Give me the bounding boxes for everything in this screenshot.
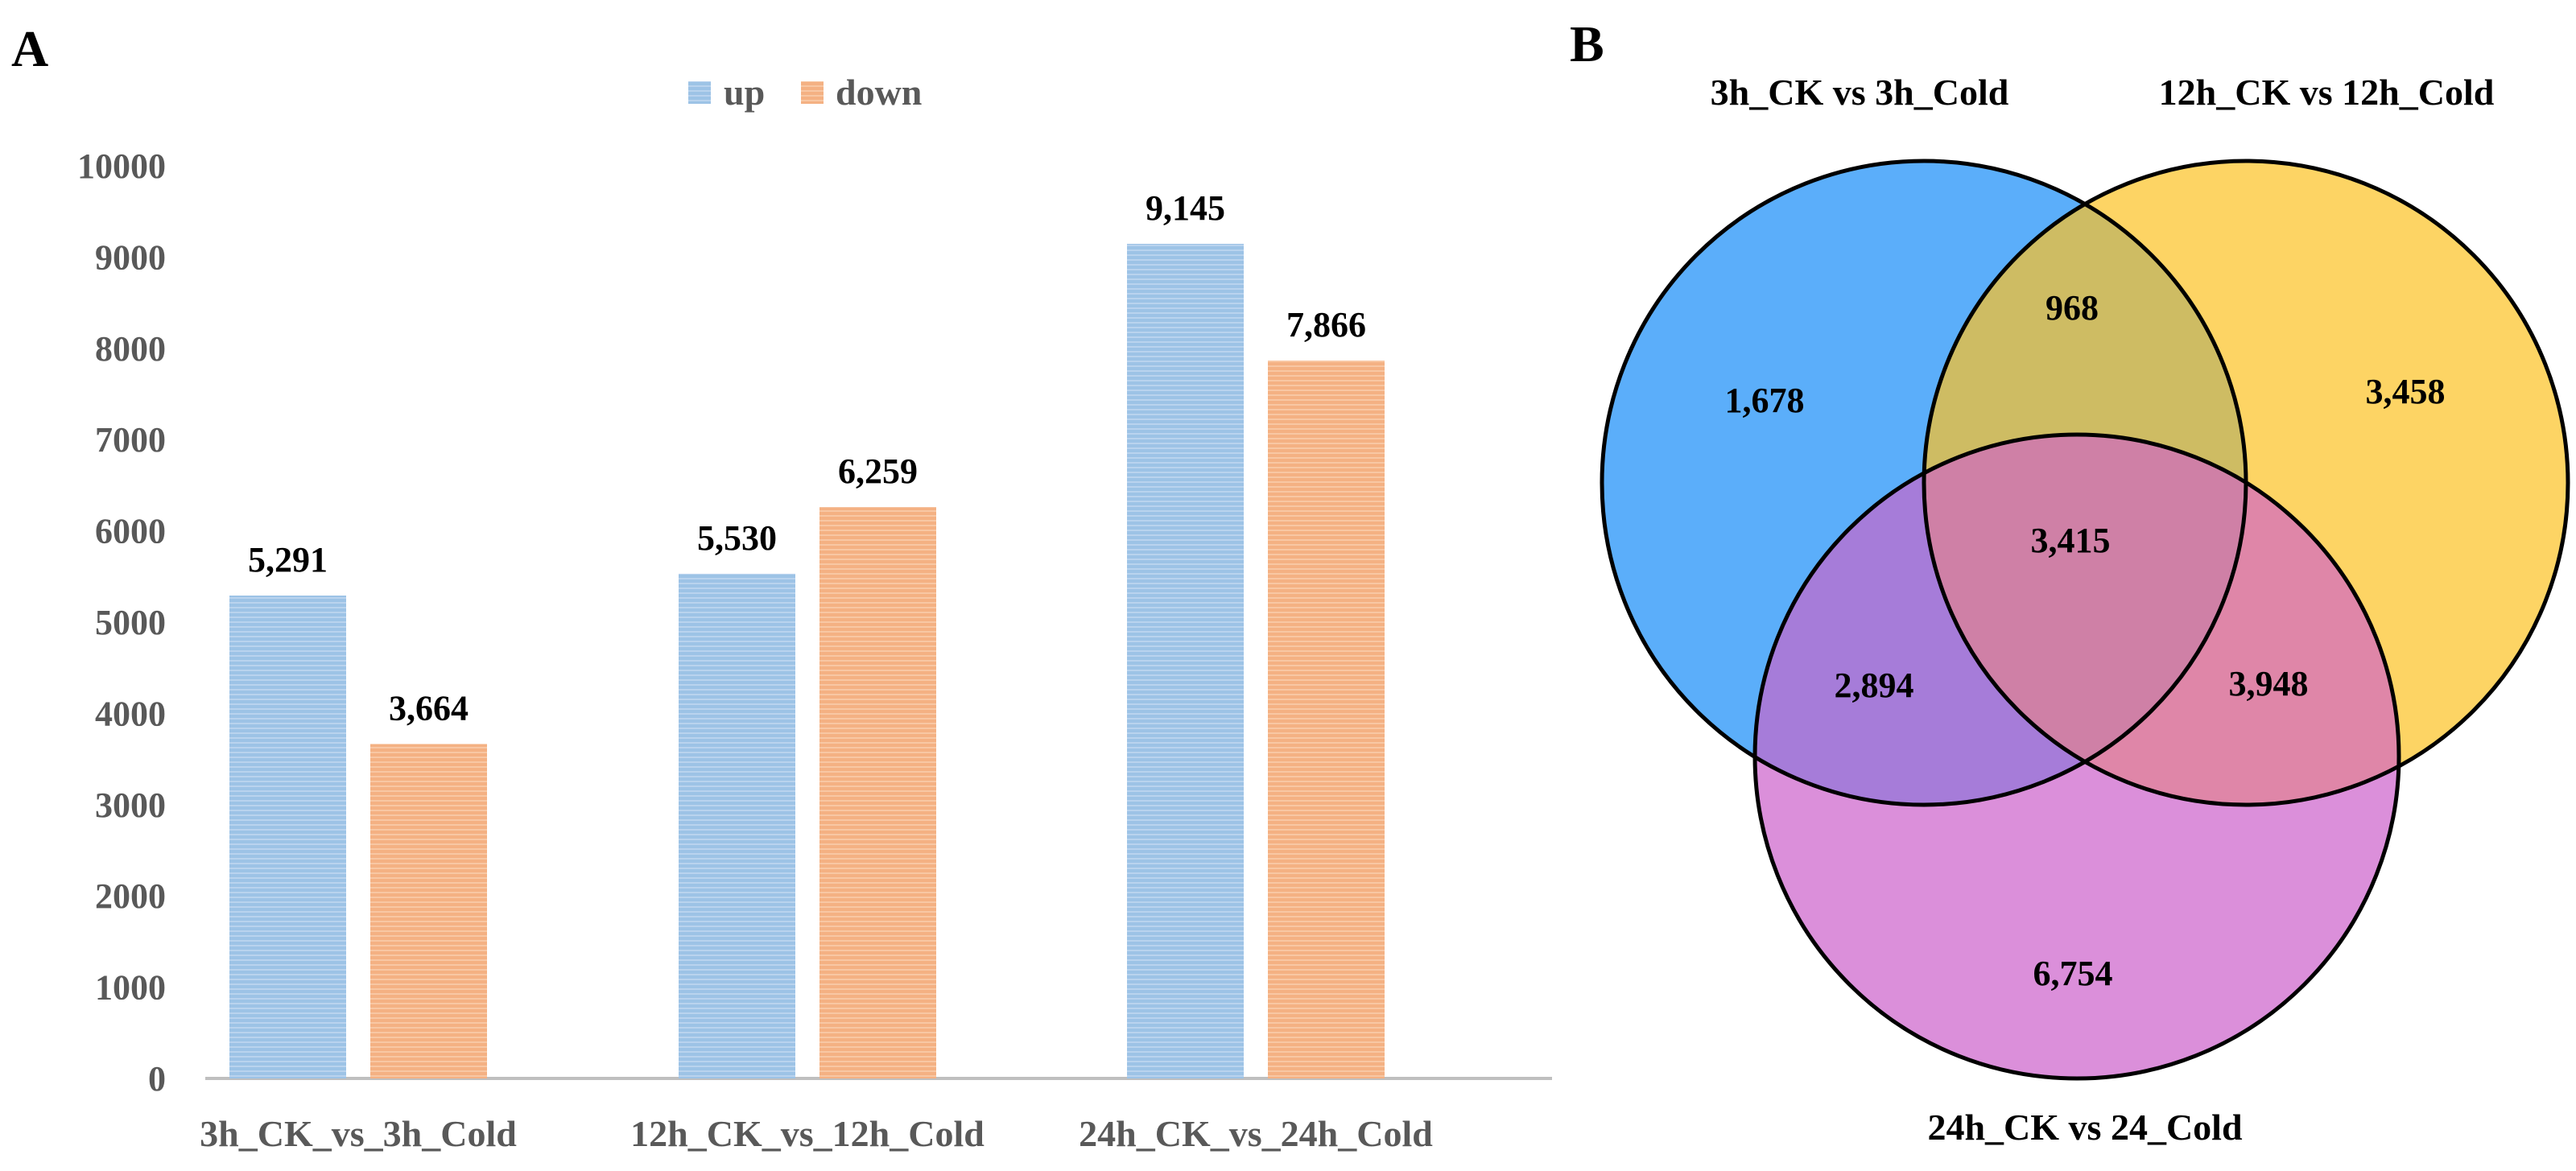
- y-tick-label: 5000: [95, 603, 166, 642]
- y-tick-label: 2000: [95, 876, 166, 916]
- bar-chart: up down 0 1000 2000 3000 4000 5000 6000 7000 800…: [77, 72, 1552, 1154]
- y-tick-label: 10000: [77, 146, 166, 186]
- bar-value-label: 6,259: [838, 451, 918, 491]
- y-tick-label: 7000: [95, 420, 166, 460]
- venn-outline-12h: [1922, 159, 2570, 807]
- venn-set-label-12h: 12h_CK vs 12h_Cold: [2159, 72, 2495, 113]
- venn-count-only-24h: 6,754: [2033, 954, 2113, 993]
- legend: up down: [688, 72, 922, 113]
- bars: [229, 243, 1385, 1078]
- venn-set-label-3h: 3h_CK vs 3h_Cold: [1711, 72, 2009, 113]
- bar-value-label: 5,530: [697, 518, 777, 558]
- legend-label-down: down: [836, 72, 922, 113]
- y-tick-label: 8000: [95, 329, 166, 369]
- venn-diagram: 3h_CK vs 3h_Cold 12h_CK vs 12h_Cold 24h_…: [1600, 72, 2570, 1148]
- panel-b-label: B: [1570, 15, 1604, 72]
- legend-swatch-down: [801, 81, 824, 104]
- y-tick-label: 4000: [95, 694, 166, 733]
- bar-value-label: 9,145: [1146, 188, 1225, 228]
- x-axis: 3h_CK_vs_3h_Cold 12h_CK_vs_12h_Cold 24h_CK…: [200, 1113, 1433, 1154]
- venn-outline-24h: [1752, 432, 2401, 1081]
- bar-down-2: [1268, 360, 1385, 1078]
- x-tick-label: 12h_CK_vs_12h_Cold: [630, 1113, 985, 1154]
- bar-up-2: [1127, 243, 1244, 1078]
- bar-down-1: [819, 507, 936, 1078]
- venn-count-all: 3,415: [2031, 521, 2111, 560]
- venn-count-12h-24h: 3,948: [2229, 664, 2309, 703]
- venn-count-3h-24h: 2,894: [1835, 666, 1914, 705]
- venn-count-only-12h: 3,458: [2366, 372, 2446, 411]
- y-axis: 0 1000 2000 3000 4000 5000 6000 7000 8000 9000 100…: [77, 146, 166, 1099]
- venn-set-label-24h: 24h_CK vs 24_Cold: [1927, 1107, 2242, 1148]
- bar-value-label: 5,291: [248, 540, 328, 579]
- bar-up-0: [229, 596, 346, 1078]
- legend-label-up: up: [724, 72, 765, 113]
- y-tick-label: 6000: [95, 512, 166, 551]
- bar-value-label: 3,664: [389, 689, 469, 728]
- y-tick-label: 0: [148, 1059, 166, 1099]
- bar-down-0: [370, 744, 487, 1078]
- y-tick-label: 1000: [95, 968, 166, 1008]
- panel-a-label: A: [11, 20, 48, 77]
- x-tick-label: 3h_CK_vs_3h_Cold: [200, 1113, 517, 1154]
- bar-value-label: 7,866: [1286, 305, 1366, 344]
- x-tick-label: 24h_CK_vs_24h_Cold: [1079, 1113, 1433, 1154]
- venn-count-3h-12h: 968: [2046, 288, 2099, 328]
- bar-up-1: [679, 573, 795, 1078]
- y-tick-label: 9000: [95, 237, 166, 277]
- y-tick-label: 3000: [95, 785, 166, 825]
- bar-value-labels: 5,291 3,664 5,530 6,259 9,145 7,866: [248, 188, 1366, 728]
- venn-count-only-3h: 1,678: [1725, 381, 1805, 420]
- legend-swatch-up: [688, 81, 711, 104]
